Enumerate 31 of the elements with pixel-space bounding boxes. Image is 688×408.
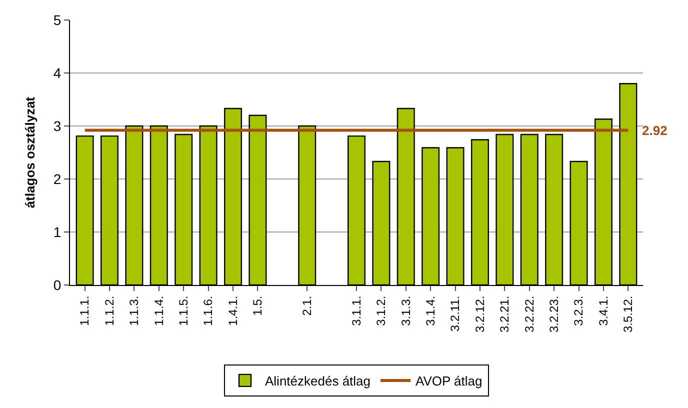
x-tick-label: 1.1.1. xyxy=(78,296,92,326)
x-tick-label: 1.1.6. xyxy=(201,296,216,326)
x-tick-label: 3.1.4. xyxy=(423,296,438,326)
x-tick-label: 1.5. xyxy=(250,296,265,316)
y-axis-title: átlagos osztályzat xyxy=(22,96,38,208)
x-tick-label: 3.2.12. xyxy=(472,296,487,333)
y-tick-label: 0 xyxy=(53,276,62,293)
x-tick-label: 1.1.4. xyxy=(152,296,166,326)
x-tick-label: 3.1.3. xyxy=(398,296,413,326)
x-tick-label: 1.1.5. xyxy=(176,296,191,326)
x-tick-label: 1.1.3. xyxy=(127,296,142,326)
x-tick-label: 3.2.21. xyxy=(498,296,512,333)
x-tick-label: 1.1.2. xyxy=(102,296,116,326)
x-tick-label: 3.1.2. xyxy=(374,296,388,326)
data-label: 2.92 xyxy=(642,123,668,138)
legend-label: AVOP átlag xyxy=(416,374,482,389)
x-tick-label: 3.1.1. xyxy=(349,296,364,326)
y-tick-label: 4 xyxy=(53,64,62,81)
y-tick-label: 1 xyxy=(53,224,62,240)
x-tick-label: 3.2.22. xyxy=(522,296,536,333)
x-tick-label: 3.4.1. xyxy=(596,296,610,326)
legend-label: Alintézkedés átlag xyxy=(265,374,371,389)
x-tick-label: 1.4.1. xyxy=(226,296,240,326)
y-tick-label: 2 xyxy=(53,170,62,187)
x-tick-label: 3.2.11. xyxy=(448,296,462,332)
x-tick-label: 2.1. xyxy=(300,296,314,316)
y-tick-label: 5 xyxy=(53,12,62,28)
y-tick-label: 3 xyxy=(53,118,62,134)
x-tick-label: 3.2.23. xyxy=(546,296,561,333)
x-tick-label: 3.2.3. xyxy=(572,296,586,326)
x-tick-label: 3.5.12. xyxy=(621,296,636,333)
